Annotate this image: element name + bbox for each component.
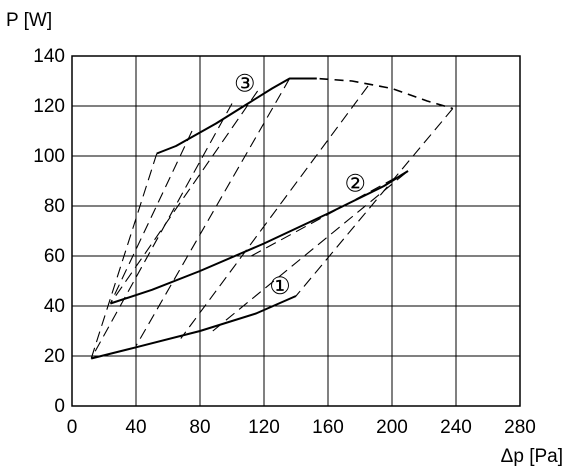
y-tick-label-5: 100 (33, 146, 65, 167)
curve-label-text-2: ② (344, 171, 366, 198)
dashed-line-5 (180, 85, 369, 339)
x-tick-label-7: 280 (504, 417, 536, 438)
dashed-line-0 (90, 153, 158, 359)
y-tick-label-0: 0 (54, 396, 65, 417)
dashed-lines (90, 78, 454, 359)
y-axis-label: P [W] (6, 10, 52, 31)
curve-label-text-1: ① (269, 273, 291, 300)
curve-labels: ① ② ③ (234, 71, 366, 301)
x-tick-label-3: 120 (248, 417, 280, 438)
x-tick-label-6: 240 (440, 417, 472, 438)
x-tick-label-4: 160 (312, 417, 344, 438)
y-tick-label-6: 120 (33, 96, 65, 117)
curve-label-3: ③ (234, 71, 256, 98)
series-line-3 (289, 77, 454, 110)
dashed-line-2 (90, 103, 233, 359)
series-lines (90, 77, 454, 360)
dashed-line-3 (109, 90, 259, 304)
dashed-line-4 (135, 78, 291, 347)
curve-label-2: ② (344, 171, 366, 198)
x-tick-label-2: 80 (189, 417, 210, 438)
curve-label-1: ① (269, 273, 291, 300)
grid (71, 55, 521, 407)
y-tick-labels: 0 20 40 60 80 100 120 140 (33, 46, 65, 417)
dashed-line-1 (109, 130, 193, 304)
x-tick-label-0: 0 (67, 417, 78, 438)
x-axis-label: Δp [Pa] (501, 446, 563, 467)
x-tick-labels: 0 40 80 120 160 200 240 280 (67, 417, 536, 438)
y-tick-label-4: 80 (44, 196, 65, 217)
dashed-line-6 (295, 108, 454, 297)
plot-frame (71, 55, 521, 407)
y-tick-label-7: 140 (33, 46, 65, 67)
y-tick-label-3: 60 (44, 246, 65, 267)
x-tick-label-1: 40 (125, 417, 146, 438)
y-tick-label-1: 20 (44, 346, 65, 367)
y-tick-label-2: 40 (44, 296, 65, 317)
series-line-1 (110, 170, 409, 305)
curve-label-text-3: ③ (234, 71, 256, 98)
series-line-0 (90, 295, 297, 360)
dashed-line-7 (212, 170, 409, 332)
x-tick-label-5: 200 (376, 417, 408, 438)
